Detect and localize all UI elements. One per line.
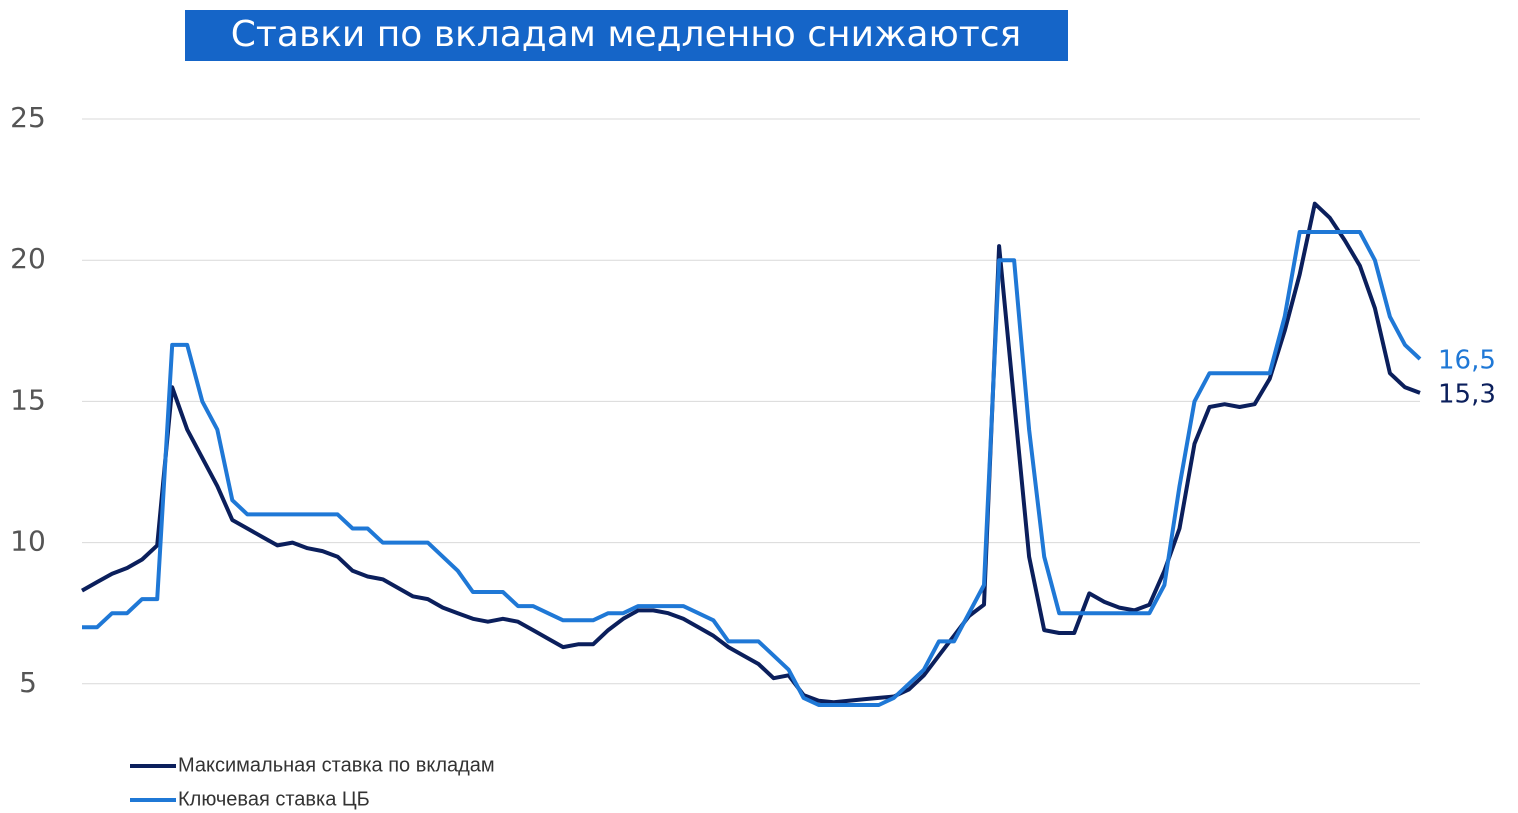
legend-label: Ключевая ставка ЦБ bbox=[178, 788, 370, 810]
legend-label: Максимальная ставка по вкладам bbox=[178, 754, 495, 776]
y-tick-label: 5 bbox=[19, 666, 37, 699]
y-tick-label: 10 bbox=[10, 525, 46, 558]
y-tick-label: 15 bbox=[10, 383, 46, 416]
value-label: 16,5 bbox=[1438, 346, 1496, 376]
value-label: 15,3 bbox=[1438, 379, 1496, 409]
series-line bbox=[82, 230, 1422, 707]
chart-title: Ставки по вкладам медленно снижаются bbox=[231, 14, 1021, 55]
y-tick-label: 20 bbox=[10, 242, 46, 275]
y-tick-label: 25 bbox=[10, 101, 46, 134]
title-box bbox=[185, 10, 1068, 61]
series-line bbox=[81, 201, 1421, 705]
